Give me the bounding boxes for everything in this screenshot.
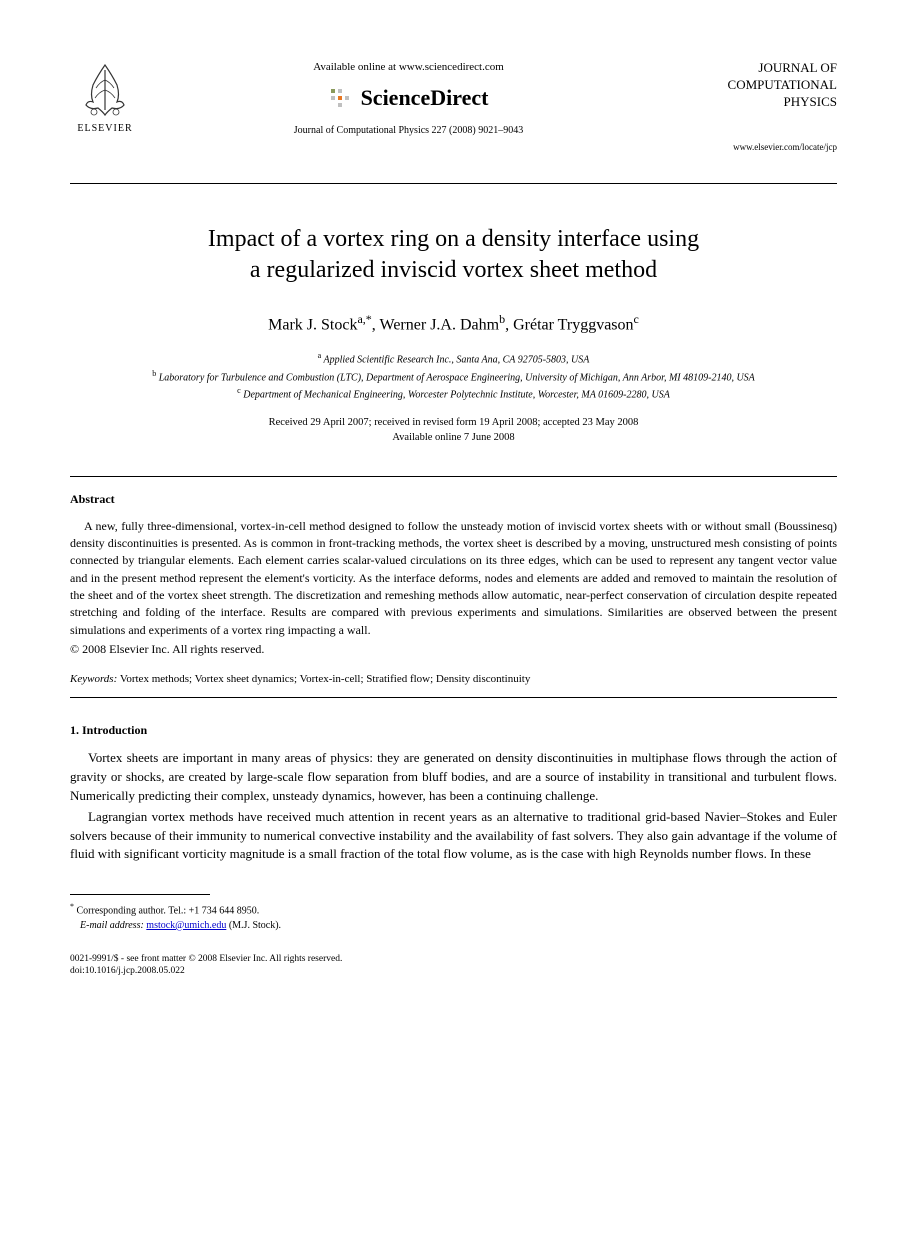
affiliation-c: c Department of Mechanical Engineering, …	[70, 385, 837, 402]
abstract-bottom-rule	[70, 697, 837, 698]
keywords-label: Keywords:	[70, 673, 117, 685]
authors: Mark J. Stocka,*, Werner J.A. Dahmb, Gré…	[70, 311, 837, 337]
journal-name-line1: JOURNAL OF	[677, 60, 837, 77]
affiliation-b: b Laboratory for Turbulence and Combusti…	[70, 368, 837, 385]
keywords-text: Vortex methods; Vortex sheet dynamics; V…	[117, 673, 530, 685]
title-line1: Impact of a vortex ring on a density int…	[208, 226, 699, 252]
corresponding-author-footnote: * Corresponding author. Tel.: +1 734 644…	[70, 901, 837, 932]
keywords: Keywords: Vortex methods; Vortex sheet d…	[70, 672, 837, 687]
journal-url: www.elsevier.com/locate/jcp	[677, 141, 837, 154]
title-line2: a regularized inviscid vortex sheet meth…	[250, 257, 657, 283]
abstract-heading: Abstract	[70, 491, 837, 508]
footer-doi: doi:10.1016/j.jcp.2008.05.022	[70, 965, 837, 977]
journal-reference: Journal of Computational Physics 227 (20…	[160, 124, 657, 138]
article-dates: Received 29 April 2007; received in revi…	[70, 416, 837, 445]
available-online-text: Available online at www.sciencedirect.co…	[160, 60, 657, 75]
author-email-link[interactable]: mstock@umich.edu	[146, 920, 226, 931]
elsevier-logo: ELSEVIER	[70, 60, 140, 136]
dates-online: Available online 7 June 2008	[70, 431, 837, 446]
elsevier-tree-icon	[78, 60, 133, 120]
header-rule	[70, 183, 837, 184]
sciencedirect-logo: ScienceDirect	[160, 83, 657, 114]
affiliations: a Applied Scientific Research Inc., Sant…	[70, 350, 837, 402]
abstract-body: A new, fully three-dimensional, vortex-i…	[70, 518, 837, 640]
paper-title: Impact of a vortex ring on a density int…	[70, 224, 837, 286]
journal-name-line3: PHYSICS	[677, 94, 837, 111]
paper-header: ELSEVIER Available online at www.science…	[70, 60, 837, 153]
sciencedirect-text: ScienceDirect	[361, 83, 489, 114]
introduction-heading: 1. Introduction	[70, 722, 837, 739]
copyright-line: © 2008 Elsevier Inc. All rights reserved…	[70, 641, 837, 658]
intro-paragraph-1: Vortex sheets are important in many area…	[70, 749, 837, 806]
elsevier-label: ELSEVIER	[70, 122, 140, 136]
dates-received: Received 29 April 2007; received in revi…	[70, 416, 837, 431]
corresponding-text: Corresponding author. Tel.: +1 734 644 8…	[77, 906, 260, 917]
journal-name-line2: COMPUTATIONAL	[677, 77, 837, 94]
sciencedirect-icon	[329, 87, 353, 111]
email-attribution: (M.J. Stock).	[226, 920, 281, 931]
footnote-rule	[70, 894, 210, 895]
intro-paragraph-2: Lagrangian vortex methods have received …	[70, 808, 837, 865]
email-label: E-mail address:	[80, 920, 144, 931]
footer-publication-info: 0021-9991/$ - see front matter © 2008 El…	[70, 953, 837, 978]
footer-front-matter: 0021-9991/$ - see front matter © 2008 El…	[70, 953, 837, 965]
affiliation-a: a Applied Scientific Research Inc., Sant…	[70, 350, 837, 367]
center-header: Available online at www.sciencedirect.co…	[140, 60, 677, 138]
journal-name-block: JOURNAL OF COMPUTATIONAL PHYSICS www.els…	[677, 60, 837, 153]
abstract-top-rule	[70, 476, 837, 477]
